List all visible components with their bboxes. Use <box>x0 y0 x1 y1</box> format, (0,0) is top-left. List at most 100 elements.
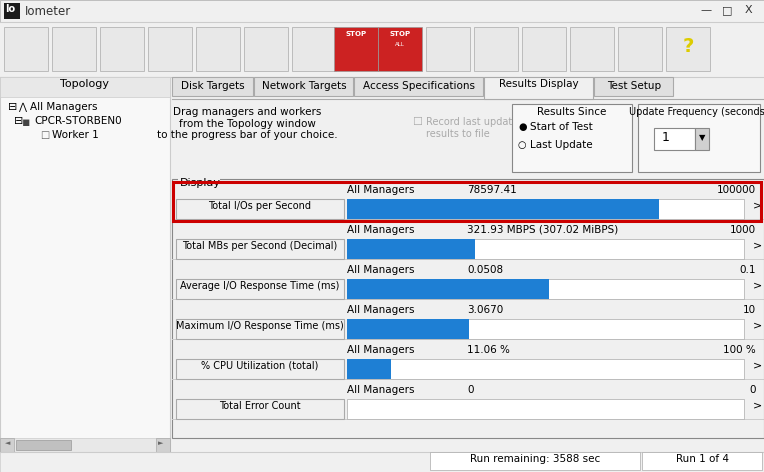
Text: Drag managers and workers
from the Topology window
to the progress bar of your c: Drag managers and workers from the Topol… <box>157 107 338 140</box>
Text: Test Setup: Test Setup <box>607 81 661 91</box>
Bar <box>347 199 744 219</box>
Bar <box>176 319 344 339</box>
Bar <box>148 27 192 71</box>
Text: ◄: ◄ <box>5 440 11 446</box>
Text: 3.0670: 3.0670 <box>467 305 503 315</box>
Bar <box>0 438 14 452</box>
Text: All Managers: All Managers <box>347 385 415 395</box>
Text: 100000: 100000 <box>717 185 756 195</box>
Text: All Managers: All Managers <box>347 185 415 195</box>
Bar <box>654 128 695 150</box>
Text: ▼: ▼ <box>699 133 705 142</box>
Bar <box>176 279 344 299</box>
Bar <box>16 440 71 450</box>
Bar <box>334 27 378 71</box>
Bar <box>347 359 391 379</box>
Bar <box>0 0 764 22</box>
Bar <box>178 173 220 186</box>
Bar <box>4 3 20 19</box>
Text: ⊟: ⊟ <box>14 116 24 126</box>
Text: Average I/O Response Time (ms): Average I/O Response Time (ms) <box>180 281 340 291</box>
Text: Total Error Count: Total Error Count <box>219 401 301 411</box>
Text: All Managers: All Managers <box>30 102 98 112</box>
Bar <box>0 452 764 472</box>
Bar <box>474 27 518 71</box>
Text: 10: 10 <box>743 305 756 315</box>
Text: 0: 0 <box>467 385 474 395</box>
Bar <box>354 77 483 96</box>
Text: 11.06 %: 11.06 % <box>467 345 510 355</box>
Text: ⊟: ⊟ <box>8 102 18 112</box>
Bar <box>52 27 96 71</box>
Bar <box>426 27 470 71</box>
Text: 1: 1 <box>662 131 670 144</box>
Text: Last Update: Last Update <box>530 140 593 150</box>
Bar <box>347 399 744 419</box>
Bar <box>196 27 240 71</box>
Text: 0.1: 0.1 <box>740 265 756 275</box>
Bar <box>173 182 761 221</box>
Bar <box>100 27 144 71</box>
Bar <box>0 77 764 452</box>
Text: >: > <box>753 320 762 330</box>
Text: Record last update
results to file: Record last update results to file <box>426 117 518 139</box>
Text: >: > <box>753 400 762 410</box>
Bar <box>156 438 170 452</box>
Text: Topology: Topology <box>60 79 109 89</box>
Text: lo: lo <box>5 4 15 14</box>
Text: ☐: ☐ <box>412 117 422 127</box>
Bar <box>0 22 764 77</box>
Bar <box>0 77 170 97</box>
Bar <box>347 359 744 379</box>
Bar <box>666 27 710 71</box>
Text: ○: ○ <box>518 140 526 150</box>
Text: —: — <box>700 5 711 15</box>
Text: Iometer: Iometer <box>25 5 71 18</box>
Text: 78597.41: 78597.41 <box>467 185 516 195</box>
Text: Total I/Os per Second: Total I/Os per Second <box>209 201 312 211</box>
Bar <box>484 77 593 99</box>
Bar <box>347 279 744 299</box>
Bar <box>347 239 475 259</box>
Text: ALL: ALL <box>395 42 405 47</box>
Bar <box>347 319 744 339</box>
Bar <box>570 27 614 71</box>
Bar <box>172 99 764 179</box>
Bar <box>4 27 48 71</box>
Bar <box>176 399 344 419</box>
Text: >: > <box>753 240 762 250</box>
Text: Start of Test: Start of Test <box>530 122 593 132</box>
Bar <box>594 77 673 96</box>
Text: Disk Targets: Disk Targets <box>181 81 244 91</box>
Text: 321.93 MBPS (307.02 MiBPS): 321.93 MBPS (307.02 MiBPS) <box>467 225 618 235</box>
Text: >: > <box>753 200 762 210</box>
Text: All Managers: All Managers <box>347 265 415 275</box>
Bar <box>172 77 253 96</box>
Text: Total MBs per Second (Decimal): Total MBs per Second (Decimal) <box>183 241 338 251</box>
Text: >: > <box>753 280 762 290</box>
Text: Update Frequency (seconds): Update Frequency (seconds) <box>630 107 764 117</box>
Text: ?: ? <box>682 37 694 56</box>
Bar <box>244 27 288 71</box>
Bar <box>378 27 422 71</box>
Bar <box>347 319 469 339</box>
Text: Access Specifications: Access Specifications <box>363 81 475 91</box>
Text: ●: ● <box>518 122 526 132</box>
Text: % CPU Utilization (total): % CPU Utilization (total) <box>201 361 319 371</box>
Text: Results Display: Results Display <box>499 79 579 89</box>
Text: 100 %: 100 % <box>724 345 756 355</box>
Text: Worker 1: Worker 1 <box>52 130 99 140</box>
Text: All Managers: All Managers <box>347 225 415 235</box>
Bar <box>172 179 764 438</box>
Text: Results Since: Results Since <box>537 107 607 117</box>
Text: >: > <box>753 360 762 370</box>
Text: Maximum I/O Response Time (ms): Maximum I/O Response Time (ms) <box>176 321 344 331</box>
Bar <box>347 279 549 299</box>
Text: All Managers: All Managers <box>347 305 415 315</box>
Bar <box>176 359 344 379</box>
Text: STOP: STOP <box>345 31 367 37</box>
Text: 0.0508: 0.0508 <box>467 265 503 275</box>
Text: ⋀: ⋀ <box>18 102 26 112</box>
Text: All Managers: All Managers <box>347 345 415 355</box>
Text: □: □ <box>40 130 49 140</box>
